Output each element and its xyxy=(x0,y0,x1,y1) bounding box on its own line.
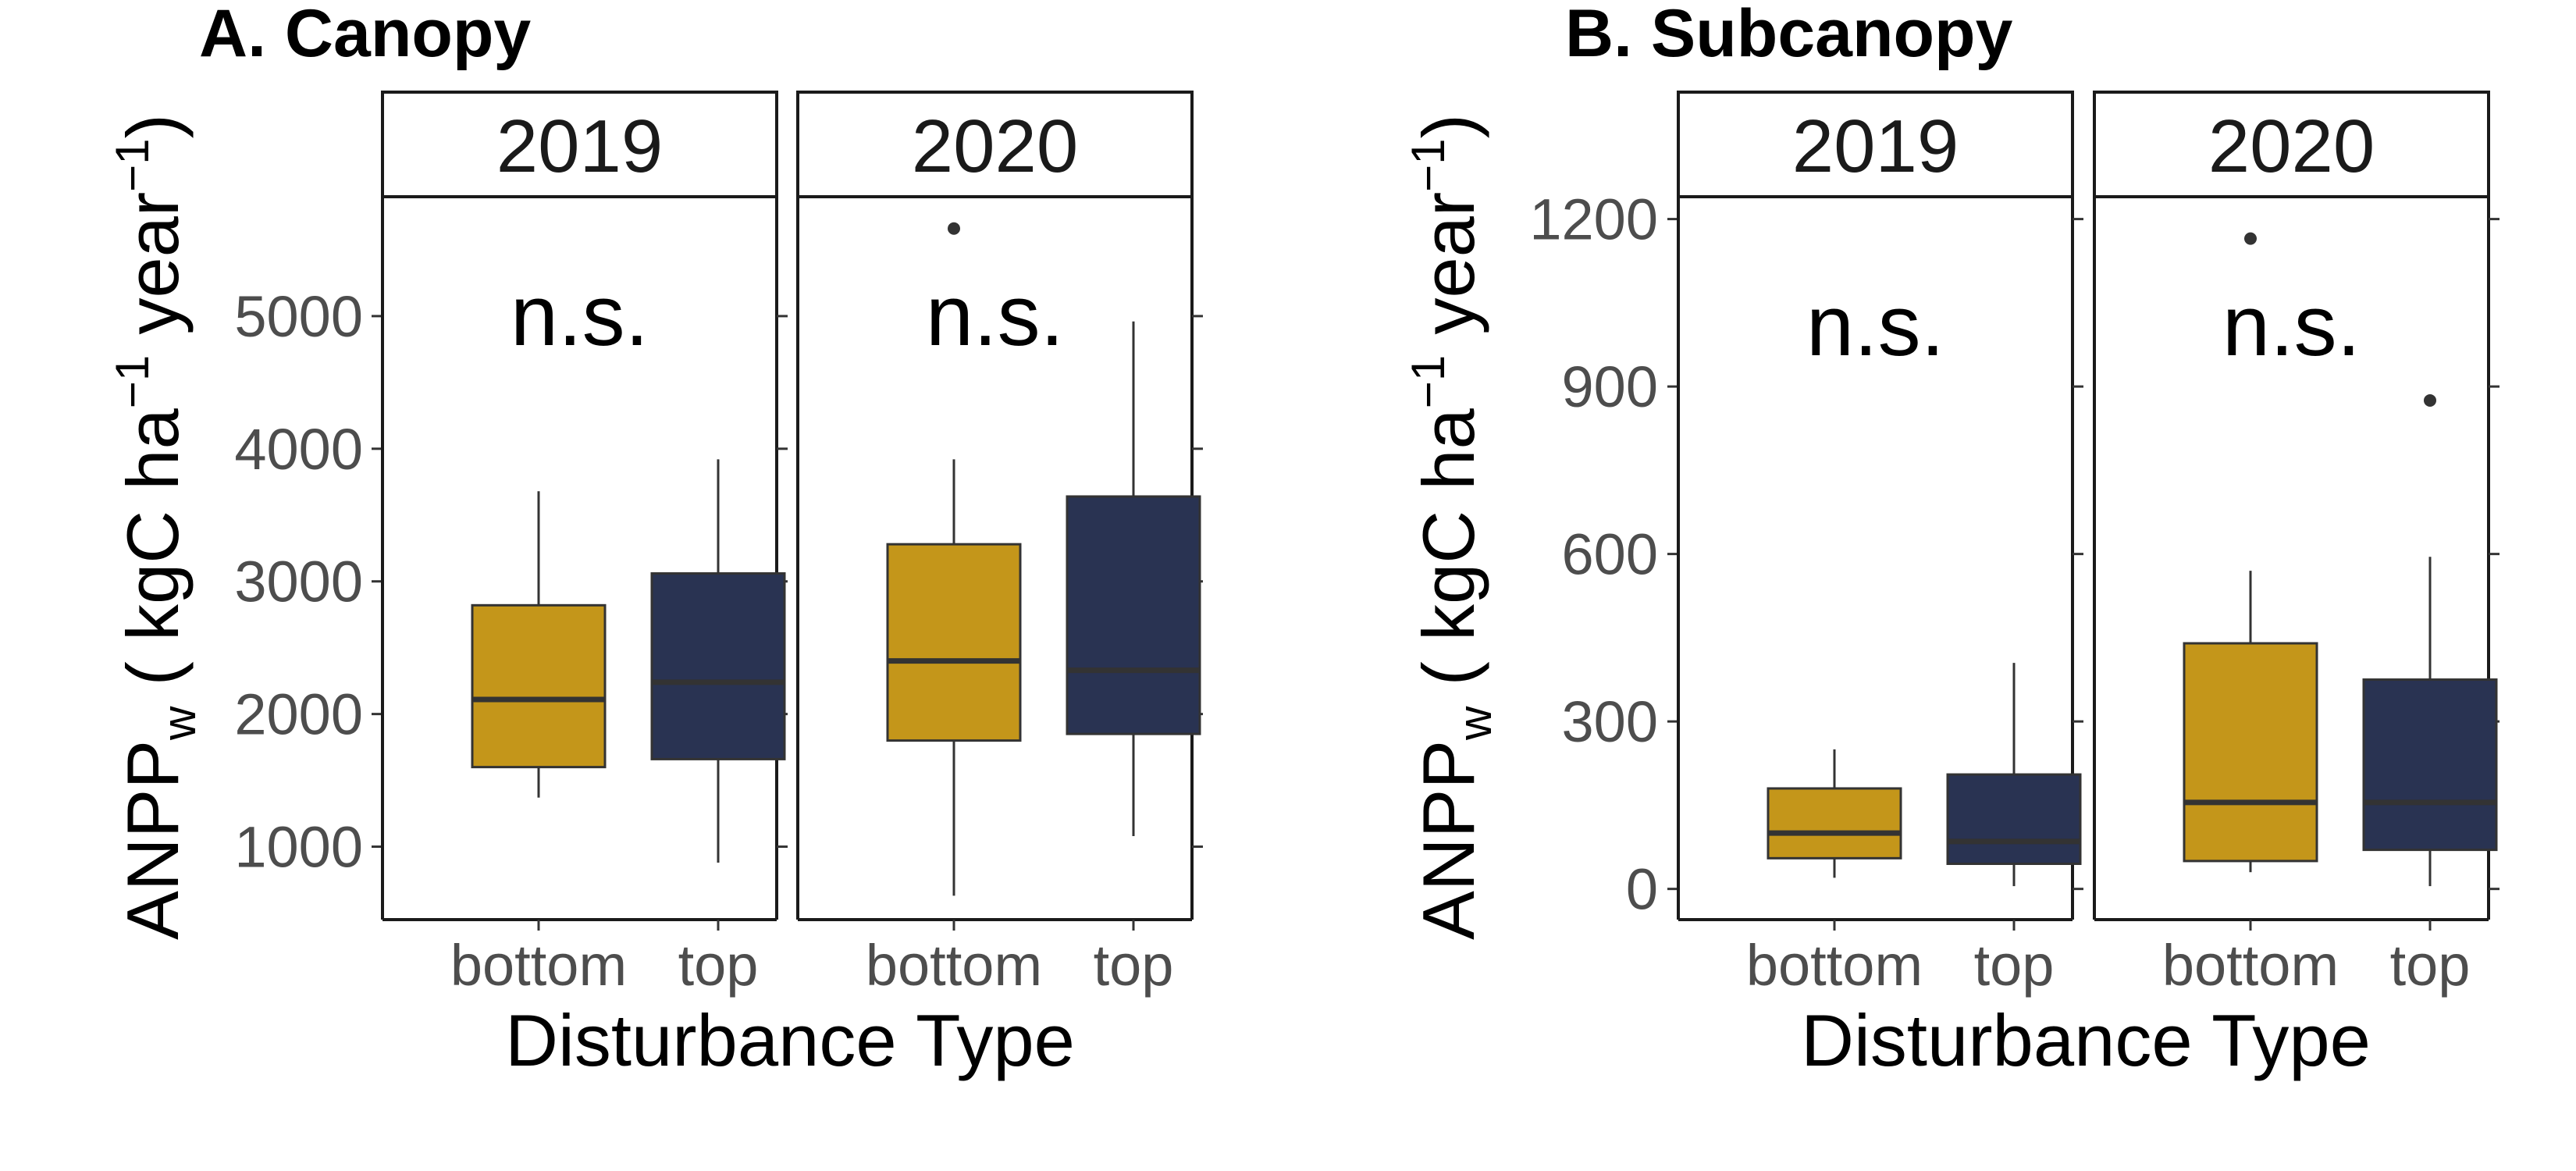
iqr-box xyxy=(2183,642,2318,863)
x-tick-label: bottom xyxy=(450,933,627,998)
y-tick-label: 3000 xyxy=(234,550,363,614)
box-top: top xyxy=(650,459,786,998)
iqr-box xyxy=(1066,495,1201,735)
y-axis-title-sub: w xyxy=(153,706,205,741)
y-tick-label: 0 xyxy=(1626,857,1658,922)
x-tick-label: top xyxy=(2390,933,2471,998)
box-bottom: bottom xyxy=(2162,232,2339,998)
facet-2019: 2019 n.s. bottom top xyxy=(1677,91,2083,998)
y-tick-label: 4000 xyxy=(234,417,363,482)
iqr-box xyxy=(1946,773,2082,865)
iqr-box xyxy=(1767,787,1902,860)
panel-title: A. Canopy xyxy=(199,0,531,71)
outlier-point xyxy=(2244,232,2257,245)
panel-title: B. Subcanopy xyxy=(1565,0,2013,71)
box-bottom: bottom xyxy=(1746,749,1923,998)
x-tick-label: bottom xyxy=(1746,933,1923,998)
outlier-point xyxy=(948,222,960,235)
outlier-point xyxy=(2424,393,2436,407)
facet-2019: 2019 n.s. bottom top xyxy=(381,91,788,998)
x-axis-title: Disturbance Type xyxy=(505,999,1075,1081)
facet-2020: 2020 n.s. bottom top xyxy=(796,91,1203,998)
y-axis-title-sup1: −1 xyxy=(106,355,158,408)
y-tick-label: 2000 xyxy=(234,682,363,747)
y-axis-title: ANPPw ( kgC ha−1 year−1) xyxy=(1402,114,1501,940)
significance-label: n.s. xyxy=(511,268,649,364)
y-tick-label: 1000 xyxy=(234,815,363,880)
y-axis-title: ANPPw ( kgC ha−1 year−1) xyxy=(106,114,205,940)
x-tick-label: bottom xyxy=(866,933,1042,998)
y-axis-title-base: ANPP xyxy=(1407,740,1489,940)
facet-strip-label: 2019 xyxy=(496,105,664,188)
x-tick-label: top xyxy=(678,933,759,998)
y-tick-label: 1200 xyxy=(1529,187,1658,252)
y-axis-title-open: ( kgC ha xyxy=(112,408,194,707)
iqr-box xyxy=(471,603,607,769)
facet-strip-label: 2020 xyxy=(912,105,1079,188)
y-tick-label: 5000 xyxy=(234,284,363,349)
facet-strip xyxy=(381,91,778,198)
iqr-box xyxy=(886,543,1022,742)
y-tick-label: 600 xyxy=(1562,522,1658,587)
facet-strip xyxy=(796,91,1194,198)
y-axis-title-open: ( kgC ha xyxy=(1407,408,1489,707)
significance-label: n.s. xyxy=(926,268,1064,364)
facet-strip xyxy=(2093,91,2490,198)
significance-label: n.s. xyxy=(1806,278,1944,374)
iqr-box xyxy=(2362,678,2498,852)
y-axis-title-close: ) xyxy=(112,114,194,138)
facet-strip xyxy=(1677,91,2074,198)
significance-label: n.s. xyxy=(2222,278,2361,374)
box-bottom: bottom xyxy=(450,491,627,998)
y-axis-title-base: ANPP xyxy=(112,740,194,940)
y-axis-title-mid: year xyxy=(1407,192,1489,355)
facet-strip-label: 2020 xyxy=(2208,105,2375,188)
box-bottom: bottom xyxy=(866,222,1042,998)
y-axis-title-sup2: −1 xyxy=(106,138,158,191)
y-axis-title-close: ) xyxy=(1407,114,1489,138)
y-tick-label: 900 xyxy=(1562,354,1658,419)
x-tick-label: bottom xyxy=(2162,933,2339,998)
box-top: top xyxy=(1946,663,2082,998)
x-axis-title: Disturbance Type xyxy=(1801,999,2371,1081)
y-axis-title-sup2: −1 xyxy=(1402,138,1454,191)
y-axis-title-sub: w xyxy=(1449,706,1501,741)
y-axis-title-mid: year xyxy=(112,192,194,355)
x-tick-label: top xyxy=(1094,933,1174,998)
y-axis-title-sup1: −1 xyxy=(1402,355,1454,408)
box-top: top xyxy=(1066,321,1201,998)
iqr-box xyxy=(650,572,786,760)
x-tick-label: top xyxy=(1974,933,2055,998)
box-top: top xyxy=(2362,393,2498,998)
y-tick-label: 300 xyxy=(1562,689,1658,754)
facet-strip-label: 2019 xyxy=(1792,105,1959,188)
facet-2020: 2020 n.s. bottom top xyxy=(2093,91,2500,998)
